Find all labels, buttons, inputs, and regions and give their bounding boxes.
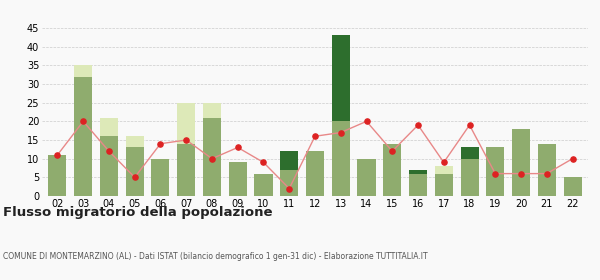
Point bbox=[53, 153, 62, 157]
Bar bbox=[306, 151, 324, 196]
Point bbox=[388, 149, 397, 153]
Bar bbox=[435, 166, 453, 174]
Point bbox=[568, 157, 577, 161]
Point bbox=[104, 149, 114, 153]
Text: COMUNE DI MONTEMARZINO (AL) - Dati ISTAT (bilancio demografico 1 gen-31 dic) - E: COMUNE DI MONTEMARZINO (AL) - Dati ISTAT… bbox=[3, 252, 428, 261]
Bar bbox=[126, 148, 144, 196]
Bar bbox=[177, 144, 195, 196]
Point bbox=[233, 145, 242, 150]
Bar bbox=[461, 148, 479, 159]
Bar bbox=[100, 136, 118, 196]
Point bbox=[542, 171, 551, 176]
Bar bbox=[74, 76, 92, 196]
Text: Flusso migratorio della popolazione: Flusso migratorio della popolazione bbox=[3, 206, 272, 219]
Bar bbox=[383, 144, 401, 196]
Point bbox=[336, 130, 346, 135]
Bar bbox=[203, 118, 221, 196]
Bar bbox=[151, 159, 169, 196]
Bar bbox=[538, 144, 556, 196]
Bar bbox=[203, 103, 221, 118]
Point bbox=[259, 160, 268, 165]
Point bbox=[79, 119, 88, 123]
Point bbox=[490, 171, 500, 176]
Point bbox=[439, 160, 449, 165]
Bar bbox=[409, 170, 427, 174]
Bar bbox=[100, 118, 118, 136]
Bar bbox=[177, 103, 195, 144]
Point bbox=[284, 186, 294, 191]
Bar bbox=[563, 177, 581, 196]
Bar bbox=[280, 170, 298, 196]
Bar bbox=[332, 36, 350, 121]
Point bbox=[362, 119, 371, 123]
Point bbox=[181, 138, 191, 142]
Point bbox=[155, 141, 165, 146]
Bar bbox=[512, 129, 530, 196]
Point bbox=[130, 175, 140, 179]
Bar bbox=[486, 148, 504, 196]
Point bbox=[413, 123, 423, 127]
Bar bbox=[461, 159, 479, 196]
Bar bbox=[409, 174, 427, 196]
Bar bbox=[358, 159, 376, 196]
Bar bbox=[49, 155, 67, 196]
Point bbox=[207, 157, 217, 161]
Bar bbox=[254, 174, 272, 196]
Point bbox=[310, 134, 320, 139]
Bar bbox=[229, 162, 247, 196]
Bar bbox=[126, 136, 144, 148]
Bar bbox=[74, 65, 92, 76]
Point bbox=[465, 123, 475, 127]
Bar bbox=[435, 174, 453, 196]
Bar bbox=[332, 121, 350, 196]
Point bbox=[516, 171, 526, 176]
Bar bbox=[280, 151, 298, 170]
